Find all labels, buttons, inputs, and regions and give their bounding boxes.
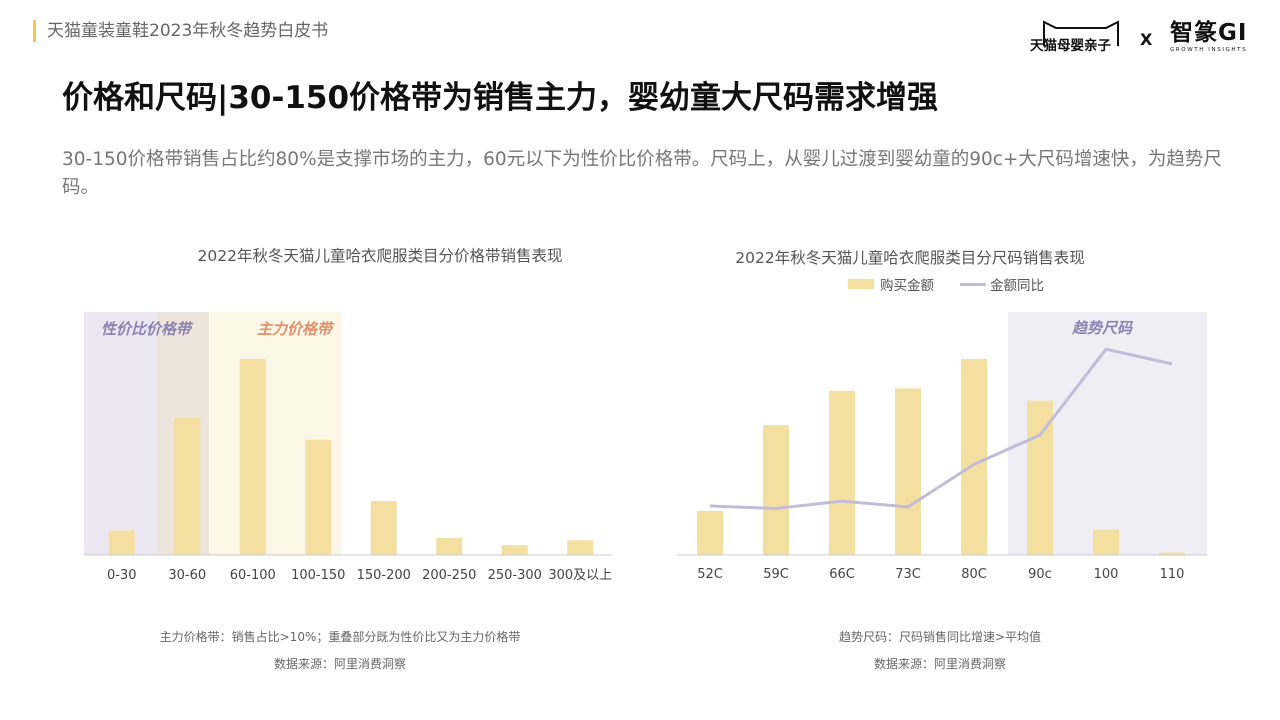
size-tick-label: 59C [763,567,789,582]
price-tick-label: 100-150 [291,568,345,583]
tmall-brand-logo: 天猫母婴亲子 [1030,16,1130,58]
brand-separator: X [1140,30,1153,49]
document-title: 天猫童装童鞋2023年秋冬趋势白皮书 [47,21,329,41]
tmall-cat-icon [1043,20,1119,46]
size-chart-title: 2022年秋冬天猫儿童哈衣爬服类目分尺码销售表现 [735,249,1085,267]
gi-brand-text: 智篆GI [1170,20,1248,46]
size-tick-label: 52C [697,567,723,582]
page-headline: 价格和尺码|30-150价格带为销售主力，婴幼童大尺码需求增强 [62,80,939,116]
value-band-label: 性价比价格带 [101,320,194,338]
page-subtitle: 30-150价格带销售占比约80%是支撑市场的主力，60元以下为性价比价格带。尺… [62,149,1222,198]
price-tick-label: 200-250 [422,568,476,583]
size-tick-label: 80C [961,567,987,582]
price-bar [108,530,135,555]
tmall-brand-text: 天猫母婴亲子 [1030,38,1111,54]
price-tick-label: 150-200 [357,568,411,583]
size-chart-footnote: 趋势尺码：尺码销售同比增速>平均值 [838,630,1042,644]
price-bar [370,501,397,555]
price-bar [567,540,594,555]
size-bar [763,425,789,555]
price-chart-footnote: 主力价格带：销售占比>10%；重叠部分既为性价比又为主力价格带 [159,630,521,644]
size-bar [697,510,723,555]
yoy-growth-line [709,347,1173,510]
legend-label-amount: 购买金额 [880,278,934,294]
size-bar [895,388,921,555]
price-chart-title: 2022年秋冬天猫儿童哈衣爬服类目分价格带销售表现 [197,247,563,265]
size-chart: 趋势尺码 52C 59C 66C 73C 80C 90c 100 110 [677,312,1207,582]
price-band-chart: 性价比价格带 主力价格带 0-30 30-60 60-100 100-150 150-200… [84,312,612,583]
legend-item-amount: 购买金额 [848,274,934,294]
price-tick-label: 250-300 [488,568,542,583]
legend-item-yoy: 金额同比 [960,274,1044,294]
gi-brand-subtext: GROWTH INSIGHTS [1170,47,1248,53]
price-bar [174,417,201,555]
size-tick-label: 73C [895,567,921,582]
price-bar [305,439,332,555]
price-bar [436,537,463,555]
price-tick-label: 0-30 [107,568,137,583]
size-tick-label: 66C [829,567,855,582]
size-bar [961,359,987,555]
main-band-label: 主力价格带 [257,320,335,338]
title-accent-bar [33,20,36,42]
gi-brand-logo: 智篆GI GROWTH INSIGHTS [1170,20,1247,53]
size-bar [1159,552,1185,555]
size-bar [1027,400,1053,555]
size-tick-label: 90c [1028,567,1052,582]
legend-bar-swatch [848,279,874,289]
legend-label-yoy: 金额同比 [990,278,1044,294]
size-bar [1093,529,1119,555]
price-tick-label: 60-100 [230,568,276,583]
size-tick-label: 110 [1160,567,1185,582]
price-bar [239,359,266,555]
price-tick-label: 300及以上 [548,568,612,583]
size-tick-label: 100 [1094,567,1119,582]
legend-line-swatch [960,282,986,286]
price-bar [501,545,528,555]
price-chart-source: 数据来源：阿里消费洞察 [273,657,406,671]
trend-band-label: 趋势尺码 [1071,319,1134,337]
price-tick-label: 30-60 [168,568,206,583]
size-chart-source: 数据来源：阿里消费洞察 [873,657,1006,671]
size-bar [829,390,855,555]
